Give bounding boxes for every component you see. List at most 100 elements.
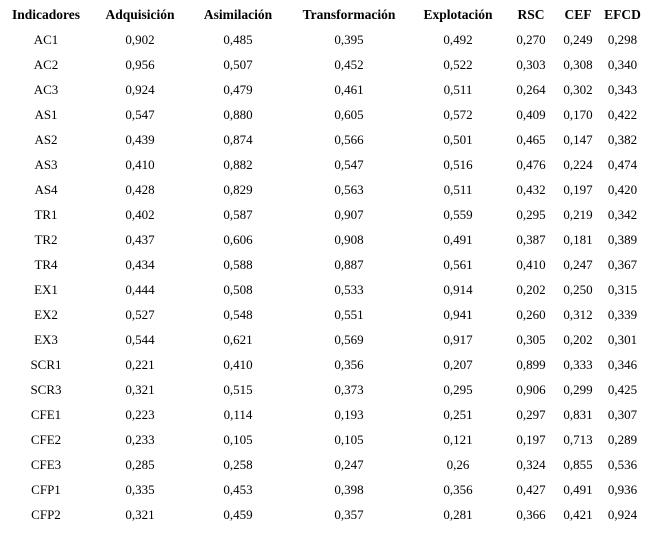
cell: 0,917 (443, 332, 473, 347)
cell: 0,461 (334, 82, 364, 97)
row-label: TR4 (34, 257, 58, 272)
cell: 0,906 (516, 382, 546, 397)
cell: 0,572 (443, 107, 473, 122)
cell: 0,295 (443, 382, 473, 397)
cell: 0,485 (223, 32, 253, 47)
cell: 0,924 (125, 82, 155, 97)
table-row: AC1 0,902 0,485 0,395 0,492 0,270 0,249 0,298 (0, 27, 645, 52)
cell: 0,382 (607, 132, 638, 147)
cell: 0,321 (125, 507, 155, 522)
cell: 0,566 (334, 132, 364, 147)
cell: 0,907 (334, 207, 364, 222)
cell: 0,387 (516, 232, 546, 247)
row-label: AC3 (33, 82, 59, 97)
cell: 0,247 (563, 257, 593, 272)
column-header: Explotación (423, 7, 493, 22)
cell: 0,421 (563, 507, 593, 522)
cell: 0,301 (607, 332, 638, 347)
cell: 0,366 (516, 507, 546, 522)
cell: 0,551 (334, 307, 364, 322)
table-row: TR1 0,402 0,587 0,907 0,559 0,295 0,219 0,342 (0, 202, 645, 227)
cell: 0,410 (125, 157, 155, 172)
cell: 0,356 (443, 482, 473, 497)
cell: 0,395 (334, 32, 364, 47)
cell: 0,251 (443, 407, 473, 422)
cell: 0,511 (443, 182, 473, 197)
cell: 0,941 (443, 307, 473, 322)
column-header: RSC (517, 7, 545, 22)
row-label: CFP2 (31, 507, 61, 522)
cell: 0,335 (125, 482, 155, 497)
row-label: SCR1 (30, 357, 62, 372)
cell: 0,874 (223, 132, 253, 147)
row-label: TR1 (34, 207, 58, 222)
cell: 0,511 (443, 82, 473, 97)
cell: 0,508 (223, 282, 253, 297)
cell: 0,459 (223, 507, 253, 522)
table-row: SCR3 0,321 0,515 0,373 0,295 0,906 0,299 0,425 (0, 377, 645, 402)
column-header: EFCD (604, 7, 641, 22)
row-label: AS3 (34, 157, 58, 172)
row-label: AS2 (34, 132, 58, 147)
cell: 0,453 (223, 482, 253, 497)
cell: 0,281 (443, 507, 473, 522)
cell: 0,547 (334, 157, 364, 172)
cell: 0,587 (223, 207, 253, 222)
cell: 0,105 (223, 432, 253, 447)
row-label: EX3 (34, 332, 58, 347)
cell: 0,373 (334, 382, 364, 397)
cell: 0,258 (223, 457, 253, 472)
cell: 0,425 (607, 382, 638, 397)
cell: 0,249 (563, 32, 593, 47)
cell: 0,420 (607, 182, 638, 197)
table-row: EX1 0,444 0,508 0,533 0,914 0,202 0,250 0,315 (0, 277, 645, 302)
cell: 0,357 (334, 507, 364, 522)
cell: 0,544 (125, 332, 155, 347)
cell: 0,333 (563, 357, 593, 372)
cell: 0,299 (563, 382, 593, 397)
cell: 0,410 (223, 357, 253, 372)
cell: 0,605 (334, 107, 364, 122)
cell: 0,713 (563, 432, 593, 447)
table-row: CFE2 0,233 0,105 0,105 0,121 0,197 0,713 0,289 (0, 427, 645, 452)
cell: 0,221 (125, 357, 155, 372)
table-row: EX2 0,527 0,548 0,551 0,941 0,260 0,312 0,339 (0, 302, 645, 327)
row-label: AC1 (33, 32, 59, 47)
cell: 0,389 (607, 232, 638, 247)
cell: 0,606 (223, 232, 253, 247)
cell: 0,444 (125, 282, 155, 297)
row-label: EX1 (34, 282, 58, 297)
row-label: CFE2 (30, 432, 62, 447)
cell: 0,882 (223, 157, 253, 172)
column-header: CEF (564, 7, 592, 22)
cell: 0,569 (334, 332, 364, 347)
column-header: Adquisición (105, 7, 175, 22)
cell: 0,924 (607, 507, 638, 522)
cell: 0,308 (563, 57, 593, 72)
cell: 0,516 (443, 157, 473, 172)
cell: 0,346 (607, 357, 638, 372)
column-header: Transformación (302, 7, 396, 22)
cell: 0,302 (563, 82, 593, 97)
row-label: CFE3 (30, 457, 62, 472)
cell: 0,264 (516, 82, 546, 97)
cell: 0,479 (223, 82, 253, 97)
table-row: SCR1 0,221 0,410 0,356 0,207 0,899 0,333 0,346 (0, 352, 645, 377)
cell: 0,356 (334, 357, 364, 372)
cell: 0,340 (607, 57, 638, 72)
cell: 0,914 (443, 282, 473, 297)
cell: 0,559 (443, 207, 473, 222)
cell: 0,588 (223, 257, 253, 272)
cell: 0,829 (223, 182, 253, 197)
cell: 0,303 (516, 57, 546, 72)
cell: 0,547 (125, 107, 155, 122)
cell: 0,402 (125, 207, 155, 222)
cell: 0,105 (334, 432, 364, 447)
cell: 0,533 (334, 282, 364, 297)
cell: 0,219 (563, 207, 593, 222)
cell: 0,193 (334, 407, 364, 422)
cell: 0,428 (125, 182, 155, 197)
cell: 0,515 (223, 382, 253, 397)
cell: 0,561 (443, 257, 473, 272)
cell: 0,621 (223, 332, 253, 347)
